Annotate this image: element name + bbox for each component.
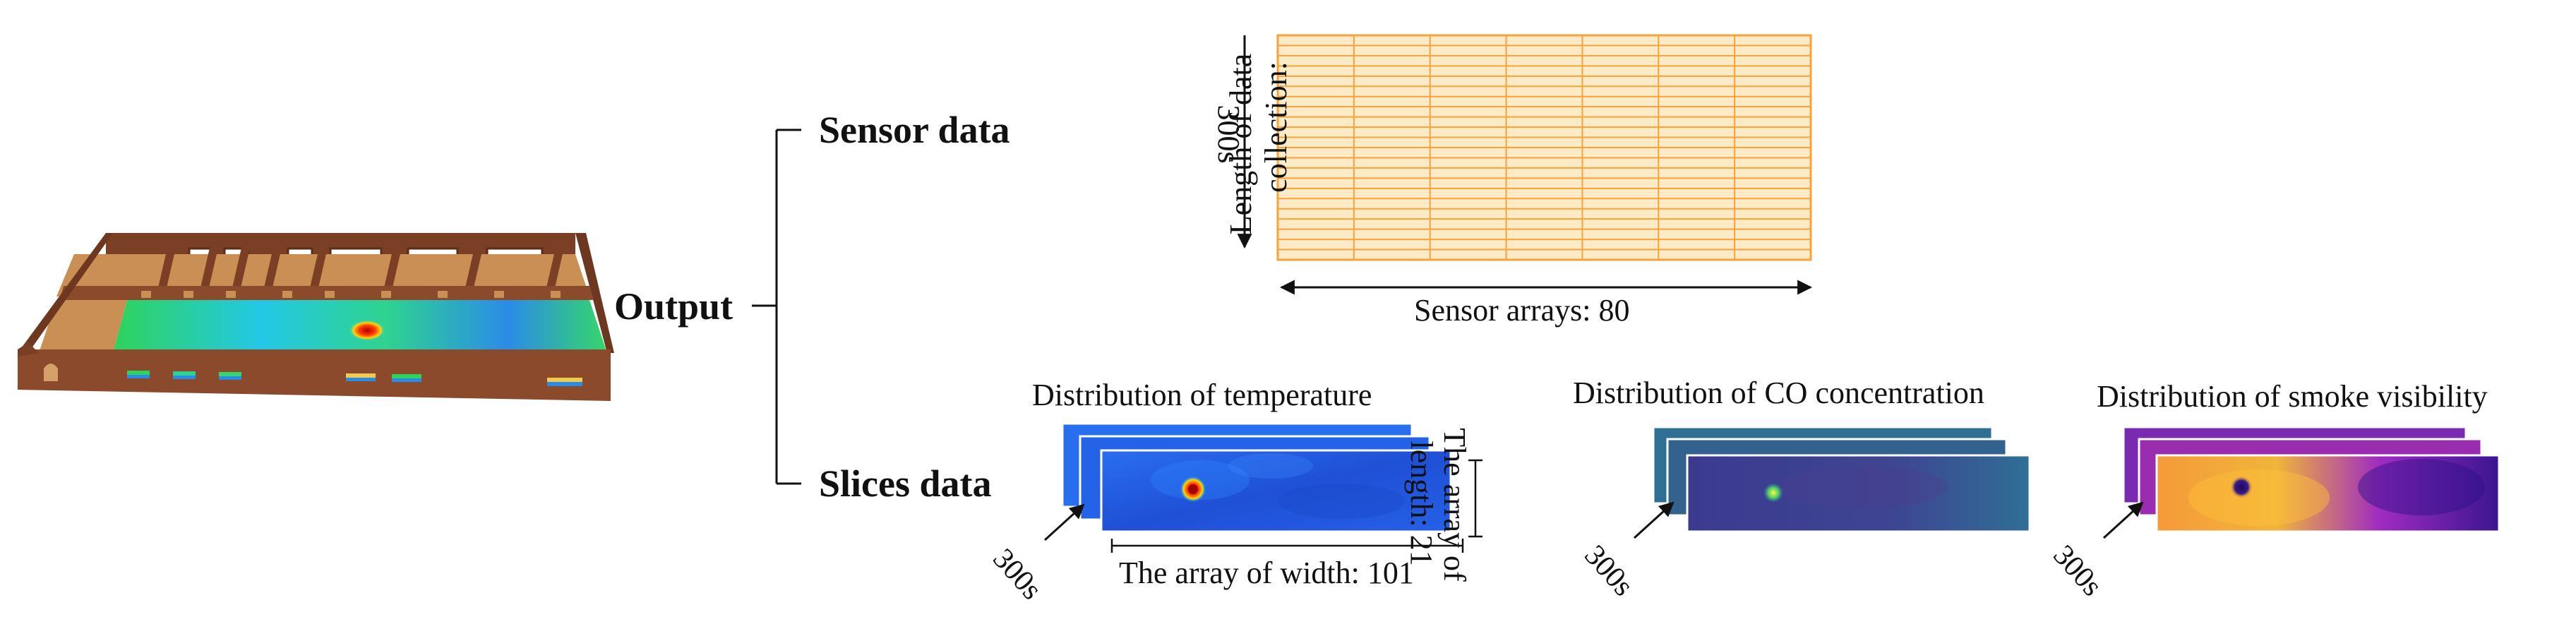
building-right-wall bbox=[575, 233, 614, 353]
building-front-wall bbox=[18, 349, 611, 401]
building-model bbox=[18, 233, 614, 401]
building-fire-source bbox=[349, 320, 385, 341]
co-time-arrow bbox=[1633, 501, 1675, 539]
smoke-title: Distribution of smoke visibility bbox=[2097, 379, 2488, 414]
co-title: Distribution of CO concentration bbox=[1573, 376, 1984, 410]
smoke-slice-front bbox=[2155, 454, 2500, 533]
building-front-windows bbox=[127, 371, 582, 386]
temperature-title: Distribution of temperature bbox=[1032, 378, 1372, 412]
building-left-wall bbox=[18, 233, 113, 353]
sensor-y-value: 300s bbox=[1211, 104, 1246, 164]
slices-data-label: Slices data bbox=[819, 462, 992, 505]
sensor-grid-lines bbox=[1278, 35, 1811, 260]
smoke-hotspot bbox=[2230, 476, 2253, 498]
sensor-data-label: Sensor data bbox=[819, 109, 1010, 151]
co-slices bbox=[1652, 426, 2031, 533]
output-tree-bracket bbox=[752, 128, 801, 485]
building-door bbox=[44, 364, 58, 381]
output-label: Output bbox=[614, 285, 733, 328]
temperature-slices bbox=[1061, 422, 1452, 533]
sensor-y-label-line2: collection: bbox=[1259, 61, 1293, 193]
temp-time-arrow bbox=[1043, 503, 1085, 541]
temp-length-label-line2: length: 21 bbox=[1404, 441, 1439, 566]
smoke-slices bbox=[2122, 426, 2500, 533]
sensor-x-label: Sensor arrays: 80 bbox=[1414, 293, 1630, 328]
temp-slice-front bbox=[1100, 449, 1452, 533]
temp-width-label: The array of width: 101 bbox=[1119, 556, 1414, 590]
co-hotspot bbox=[1763, 483, 1783, 503]
temp-length-label-line1: The array of bbox=[1437, 428, 1472, 582]
sensor-grid bbox=[1276, 34, 1812, 261]
smoke-time-arrow bbox=[2102, 501, 2144, 539]
co-slice-front bbox=[1686, 454, 2031, 533]
